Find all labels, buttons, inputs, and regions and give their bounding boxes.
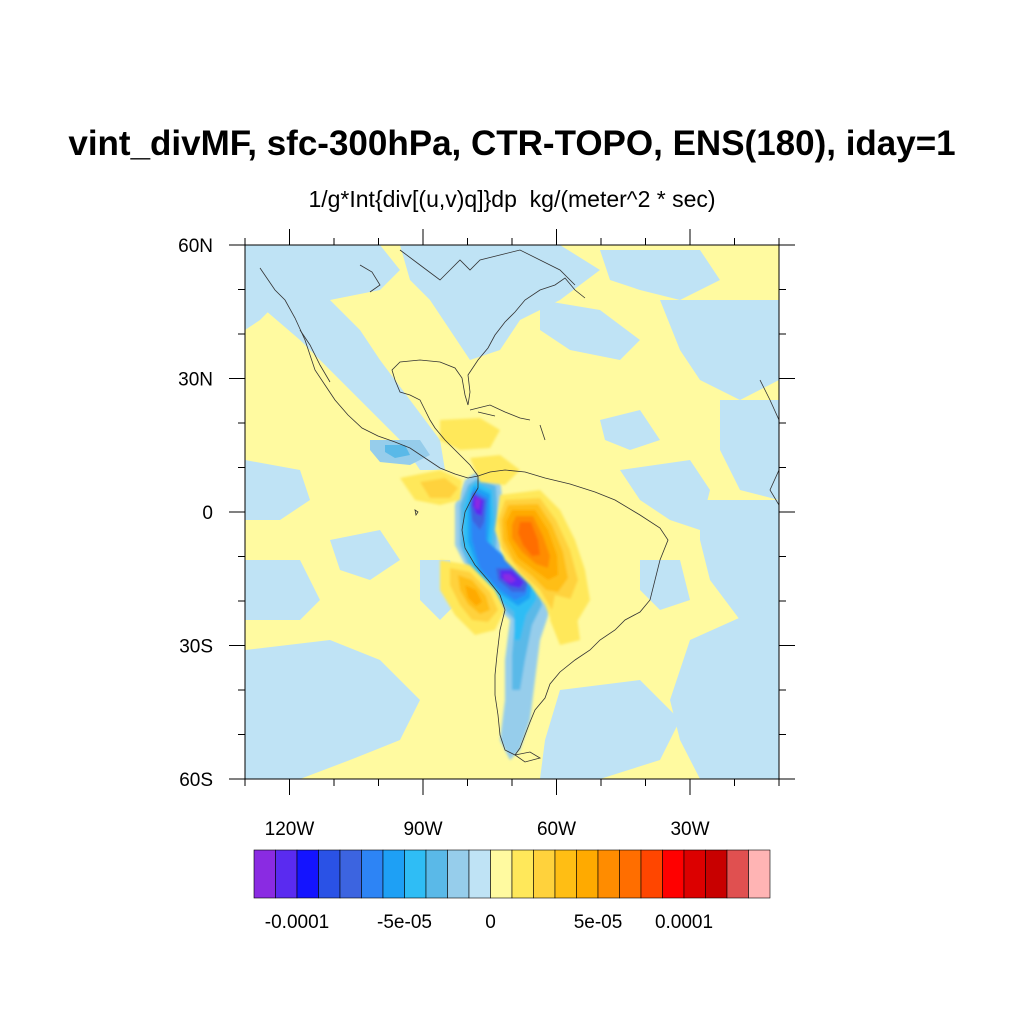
lon-label: 120W — [265, 819, 315, 840]
colorbar-swatch — [597, 849, 620, 899]
colorbar-swatch — [576, 849, 599, 899]
colorbar-swatch — [726, 849, 749, 899]
colorbar-swatch — [275, 849, 298, 899]
colorbar-swatch — [662, 849, 685, 899]
colorbar-swatch — [705, 849, 728, 899]
colorbar-swatch — [253, 849, 276, 899]
colorbar-labels: -0.0001 -5e-05 0 5e-05 0.0001 — [265, 912, 713, 933]
colorbar-swatch — [404, 849, 427, 899]
coastlines — [259, 249, 779, 763]
colorbar-label: 0.0001 — [655, 912, 713, 933]
colorbar-swatch — [490, 849, 513, 899]
colorbar-swatch — [296, 849, 319, 899]
colorbar-swatch — [447, 849, 470, 899]
axis-ticks — [229, 229, 795, 795]
latitude-labels: 60N 30N 0 30S 60S — [178, 236, 213, 791]
colorbar-swatch — [425, 849, 448, 899]
lat-label: 30S — [179, 637, 213, 658]
central-america-convergence — [370, 440, 430, 465]
lat-label: 30N — [178, 370, 213, 391]
colorbar-swatch — [554, 849, 577, 899]
colorbar-swatch — [382, 849, 405, 899]
lat-label: 60N — [178, 236, 213, 257]
colorbar-swatch — [468, 849, 491, 899]
colorbar-label: -5e-05 — [377, 912, 432, 933]
colorbar-swatch — [748, 849, 771, 899]
colorbar-swatch — [318, 849, 341, 899]
map-plot-area — [245, 245, 779, 779]
colorbar-label: 0 — [485, 912, 496, 933]
map-title: vint_divMF, sfc-300hPa, CTR-TOPO, ENS(18… — [68, 124, 956, 163]
lon-label: 30W — [670, 819, 709, 840]
colorbar-label: -0.0001 — [265, 912, 329, 933]
colorbar — [253, 849, 771, 899]
colorbar-swatch — [640, 849, 663, 899]
lon-label: 60W — [537, 819, 576, 840]
colorbar-swatch — [619, 849, 642, 899]
longitude-labels: 120W 90W 60W 30W — [265, 819, 710, 840]
lat-label: 0 — [202, 503, 213, 524]
map-subtitle: 1/g*Int{div[(u,v)q]}dp kg/(meter^2 * sec… — [308, 186, 716, 212]
lon-label: 90W — [403, 819, 442, 840]
colorbar-swatch — [533, 849, 556, 899]
colorbar-label: 5e-05 — [574, 912, 623, 933]
lat-label: 60S — [179, 770, 213, 791]
colorbar-swatch — [511, 849, 534, 899]
divergence-maxima — [400, 418, 590, 645]
colorbar-swatch — [339, 849, 362, 899]
andes-convergence — [455, 470, 550, 760]
colorbar-swatch — [361, 849, 384, 899]
colorbar-swatch — [683, 849, 706, 899]
